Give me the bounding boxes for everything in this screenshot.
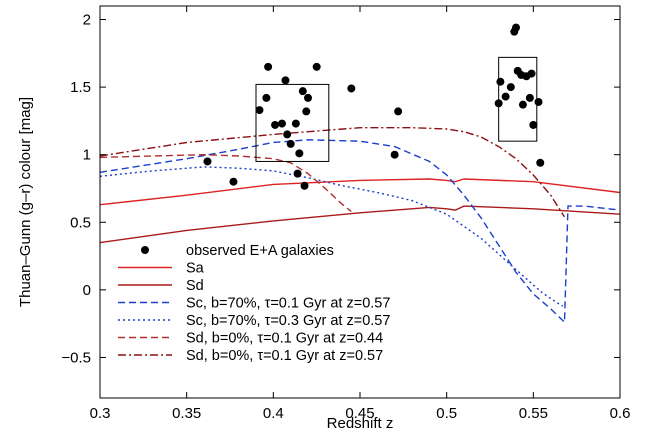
data-point-0 — [203, 157, 212, 166]
series-line-4 — [100, 153, 352, 213]
data-point-22 — [496, 77, 505, 86]
data-point-26 — [512, 23, 520, 32]
data-point-31 — [525, 93, 534, 102]
y-axis-label: Thuan–Gunn (g–r) colour [mag] — [17, 97, 34, 307]
data-point-6 — [278, 119, 286, 128]
legend-label-1: Sa — [186, 261, 205, 277]
data-point-13 — [298, 87, 307, 96]
data-point-20 — [394, 107, 403, 116]
data-point-10 — [291, 119, 300, 128]
legend-label-5: Sd, b=0%, τ=0.1 Gyr at z=0.44 — [186, 331, 383, 347]
y-tick-label-2: 0.5 — [70, 214, 91, 231]
data-point-35 — [536, 158, 545, 167]
data-point-7 — [281, 76, 290, 85]
legend-label-2: Sd — [186, 278, 204, 294]
data-point-12 — [295, 149, 304, 158]
data-point-33 — [529, 120, 538, 129]
model-curves — [100, 127, 620, 324]
data-point-4 — [264, 62, 273, 71]
data-point-3 — [262, 93, 271, 102]
legend-label-6: Sd, b=0%, τ=0.1 Gyr at z=0.57 — [186, 348, 383, 364]
x-axis-label: Redshift z — [327, 415, 394, 432]
y-tick-label-0: −0.5 — [61, 349, 91, 366]
legend-marker-0 — [141, 246, 149, 254]
axes — [99, 5, 621, 399]
y-tick-label-5: 2 — [83, 12, 91, 29]
x-tick-label-6: 0.6 — [610, 405, 631, 422]
y-tick-label-4: 1.5 — [70, 79, 91, 96]
tick-labels: 0.3 0.35 0.4 0.45 0.5 0.55 0.6 −0.5 0 0.5 1 1.5 2 — [61, 12, 630, 422]
series-line-0 — [100, 178, 620, 206]
series-line-5 — [100, 127, 566, 218]
selection-box-0 — [255, 83, 330, 162]
data-point-34 — [534, 97, 543, 106]
x-tick-label-4: 0.5 — [436, 405, 457, 422]
y-tick-label-3: 1 — [83, 147, 91, 164]
x-tick-label-5: 0.55 — [519, 405, 548, 422]
legend-label-3: Sc, b=70%, τ=0.1 Gyr at z=0.57 — [186, 296, 390, 312]
data-point-15 — [302, 107, 311, 116]
data-point-14 — [300, 181, 309, 190]
x-tick-label-2: 0.4 — [263, 405, 284, 422]
data-point-24 — [506, 83, 515, 92]
data-point-32 — [527, 69, 536, 78]
series-line-3 — [100, 166, 564, 307]
legend-label-0: observed E+A galaxies — [186, 243, 334, 259]
data-point-16 — [304, 93, 312, 102]
y-tick-label-1: 0 — [83, 282, 91, 299]
x-tick-label-3: 0.45 — [345, 405, 374, 422]
series-line-1 — [100, 205, 620, 244]
legend-label-4: Sc, b=70%, τ=0.3 Gyr at z=0.57 — [186, 313, 390, 329]
data-point-8 — [283, 130, 292, 139]
data-point-17 — [312, 62, 321, 71]
data-point-11 — [293, 169, 302, 178]
data-point-29 — [518, 100, 527, 109]
x-tick-label-1: 0.35 — [172, 405, 201, 422]
data-point-23 — [501, 92, 510, 101]
data-point-18 — [347, 84, 356, 93]
data-point-21 — [494, 99, 503, 108]
observed-points — [203, 23, 545, 190]
data-point-2 — [255, 106, 264, 115]
x-tick-label-0: 0.3 — [90, 405, 111, 422]
data-point-1 — [229, 177, 238, 186]
data-point-5 — [271, 120, 280, 129]
data-point-9 — [286, 139, 295, 148]
data-point-19 — [390, 150, 399, 159]
